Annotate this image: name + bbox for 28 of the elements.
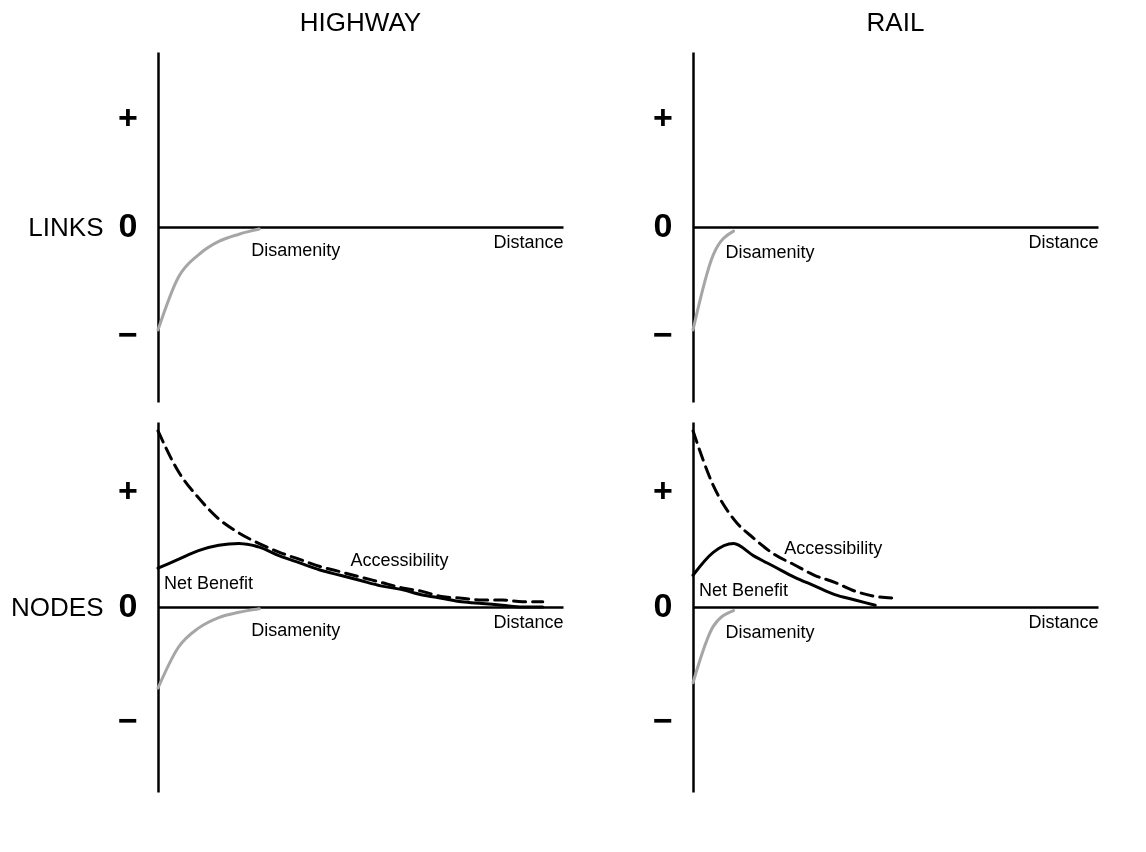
series-label: Disamenity [725, 621, 815, 642]
x-axis-title: Distance [493, 231, 564, 252]
x-axis-title: Distance [1028, 611, 1099, 632]
series-label: Disamenity [251, 619, 341, 640]
text: − [653, 700, 673, 739]
y-axis-title: LINKS [28, 211, 104, 242]
series-label: Net Benefit [699, 580, 789, 601]
text: 0 [653, 206, 673, 244]
x-axis-title: Distance [493, 611, 564, 632]
series-label: Accessibility [350, 550, 449, 571]
text: + [118, 97, 138, 136]
text: + [653, 97, 673, 136]
chart-title: HIGHWAY [299, 7, 422, 37]
text: 0 [118, 586, 138, 624]
chart-title: RAIL [866, 7, 925, 37]
text: − [118, 314, 138, 353]
text: + [653, 471, 673, 510]
x-axis-title: Distance [1028, 231, 1099, 252]
text: 0 [653, 586, 673, 624]
text: − [653, 314, 673, 353]
text: − [118, 700, 138, 739]
text: 0 [118, 206, 138, 244]
series-label: Accessibility [784, 537, 883, 558]
series-label: Disamenity [251, 240, 341, 261]
series-label: Net Benefit [164, 573, 254, 594]
text: + [118, 471, 138, 510]
series-label: Disamenity [725, 242, 815, 263]
y-axis-title: NODES [11, 591, 104, 622]
